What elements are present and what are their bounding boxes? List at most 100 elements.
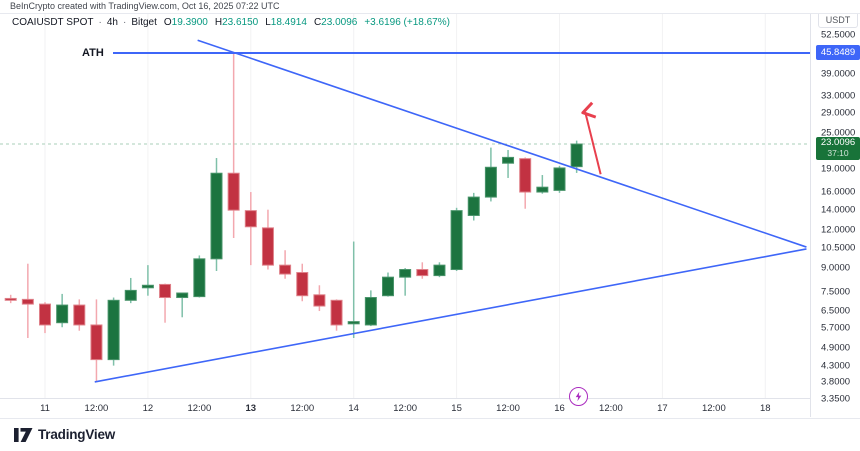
candle-body (244, 210, 257, 228)
candle-body (107, 299, 120, 361)
time-tick-label: 11 (40, 403, 50, 414)
price-tick-label: 29.0000 (821, 107, 856, 119)
ath-price-badge: 45.8489 (816, 45, 860, 61)
descending-resistance-trendline (197, 39, 807, 248)
last-price-badge: 23.0096 37:10 (816, 137, 860, 161)
candle-body (193, 258, 206, 298)
time-tick-label: 12:00 (701, 403, 726, 414)
lightning-event-icon[interactable] (569, 387, 588, 406)
candle-body (553, 167, 566, 191)
ticker-separator: · (122, 17, 127, 28)
price-tick-label: 6.5000 (821, 305, 851, 317)
time-tick-label: 17 (657, 403, 668, 414)
candle-body (484, 166, 497, 198)
candle-body (4, 297, 17, 301)
price-tick-label: 52.5000 (821, 29, 856, 41)
price-tick-label: 7.5000 (821, 286, 851, 298)
ticker-row: COAIUSDT SPOT · 4h · Bitget O19.3900 H23.… (12, 17, 450, 28)
price-tick-label: 3.3500 (821, 393, 851, 405)
time-tick-label: 12:00 (496, 403, 520, 414)
candle-body (176, 292, 189, 299)
time-tick-label: 18 (760, 403, 771, 414)
candle-body (467, 196, 480, 216)
ohlc-pair-H: H23.6150 (214, 17, 259, 28)
time-tick-label: 12:00 (84, 403, 109, 414)
ohlc-pair-L: L18.4914 (265, 17, 307, 28)
candle-body (536, 186, 549, 193)
candle-body (159, 283, 172, 299)
last-price-value: 23.0096 (820, 137, 856, 149)
candle-body (450, 210, 463, 271)
tradingview-logo[interactable]: TradingView (14, 427, 115, 442)
time-tick-label: 15 (451, 403, 462, 414)
candle-body (279, 264, 292, 275)
time-tick-label: 12:00 (187, 403, 212, 414)
candle-body (433, 264, 446, 277)
symbol-label: COAIUSDT SPOT (12, 17, 94, 28)
time-tick-label: 14 (348, 403, 359, 414)
candle-body (364, 297, 377, 326)
time-tick-label: 13 (245, 403, 257, 414)
candle-body (56, 304, 69, 324)
ath-text-label: ATH (82, 47, 104, 59)
price-tick-label: 14.0000 (821, 204, 856, 216)
lightning-bolt-glyph (575, 391, 582, 402)
time-tick-label: 12 (142, 403, 154, 414)
ticker-main: COAIUSDT SPOT · 4h · Bitget (12, 17, 157, 28)
change-label: +3.6196 (+18.67%) (364, 17, 450, 28)
price-tick-label: 4.3000 (821, 360, 851, 372)
price-tick-label: 5.7000 (821, 322, 851, 334)
exchange-label: Bitget (131, 17, 157, 28)
attribution-bar: BeInCrypto created with TradingView.com,… (0, 0, 860, 14)
tradingview-logo-text: TradingView (38, 427, 116, 442)
price-tick-label: 4.9000 (821, 342, 851, 354)
footer: TradingView (0, 418, 860, 451)
ticker-separator: · (98, 17, 102, 28)
price-tick-label: 12.0000 (821, 224, 856, 236)
tradingview-logo-icon (14, 427, 33, 442)
candle-body (313, 294, 326, 307)
candle-body (21, 298, 34, 305)
ohlc-pair-O: O19.3900 (163, 17, 208, 28)
candle-body (39, 303, 51, 326)
time-tick-label: 12:00 (290, 403, 315, 414)
candle-body (347, 321, 360, 325)
price-tick-label: 39.0000 (821, 68, 856, 80)
candle-body (261, 227, 274, 266)
attribution-text: BeInCrypto created with TradingView.com,… (10, 1, 280, 11)
time-tick-label: 16 (554, 403, 565, 414)
price-tick-label: 19.0000 (821, 163, 856, 175)
bar-countdown: 37:10 (827, 148, 849, 159)
price-axis[interactable]: USDT 52.5000 39.0000 33.0000 29.0000 25.0000… (810, 11, 860, 417)
candle-body (382, 276, 394, 297)
interval-label: 4h (106, 17, 118, 28)
candle-body (227, 172, 240, 211)
candle-body (519, 158, 532, 193)
price-tick-label: 16.0000 (821, 186, 856, 198)
candle-body (90, 324, 103, 361)
time-tick-label: 12:00 (599, 403, 623, 414)
time-axis[interactable]: 11 12:00 12 12:00 13 12:00 14 12:00 15 12:00 16 12:… (0, 398, 860, 419)
price-tick-label: 9.0000 (821, 262, 851, 274)
ohlc-pair-C: C23.0096 (313, 17, 358, 28)
candle-body (330, 299, 343, 326)
price-tick-label: 25.0000 (821, 127, 856, 139)
candle-body (399, 269, 412, 278)
ath-price-value: 45.8489 (820, 46, 856, 58)
candle-body (210, 172, 223, 260)
candle-body (296, 272, 309, 297)
price-tick-label: 3.8000 (821, 376, 851, 388)
ascending-support-trendline (94, 248, 807, 383)
price-tick-label: 10.5000 (821, 242, 856, 254)
candle-body (502, 156, 515, 164)
price-tick-label: 33.0000 (821, 90, 856, 102)
candle-body (570, 143, 583, 168)
candle-body (124, 289, 137, 301)
candle-body (141, 284, 154, 289)
candle-body (416, 269, 429, 277)
candle-body (73, 304, 86, 326)
breakout-arrow (585, 112, 602, 175)
ohlc-values: O19.3900 H23.6150 L18.4914 C23.0096 (164, 17, 357, 28)
